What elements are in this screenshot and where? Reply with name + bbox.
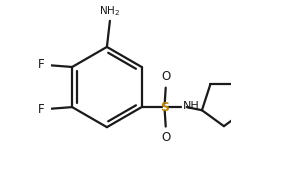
- Text: O: O: [161, 70, 170, 83]
- Text: F: F: [38, 58, 44, 71]
- Text: NH: NH: [183, 101, 200, 111]
- Text: O: O: [161, 131, 170, 144]
- Text: NH$_2$: NH$_2$: [99, 5, 120, 18]
- Text: S: S: [160, 101, 169, 114]
- Text: F: F: [38, 103, 44, 116]
